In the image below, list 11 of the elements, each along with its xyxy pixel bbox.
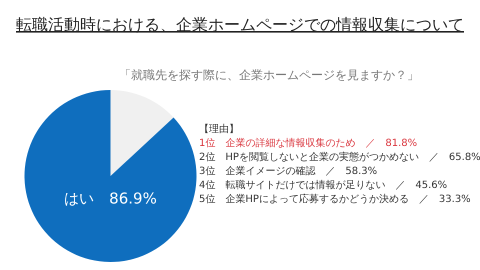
text: 5位 企業HPによって応募するかどうか決める ／ 33.3% [199, 193, 471, 205]
text: 3位 企業イメージの確認 ／ 58.3% [199, 165, 378, 177]
pie-slice [24, 90, 196, 262]
slice-label: はい 86.9% [64, 190, 157, 208]
text: 4位 転職サイトだけでは情報が足りない ／ 45.6% [199, 179, 448, 191]
pie-slice [110, 90, 174, 176]
text: 転職活動時における、企業ホームページでの情報収集について [16, 15, 464, 34]
text: 【理由】 [199, 123, 239, 135]
text: 2位 HPを閲覧しないと企業の実態がつかめない ／ 65.8% [199, 151, 480, 163]
text: 「就職先を探す際に、企業ホームページを見ますか？」 [119, 68, 419, 82]
text: 1位 企業の詳細な情報収集のため ／ 81.8% [199, 137, 418, 149]
